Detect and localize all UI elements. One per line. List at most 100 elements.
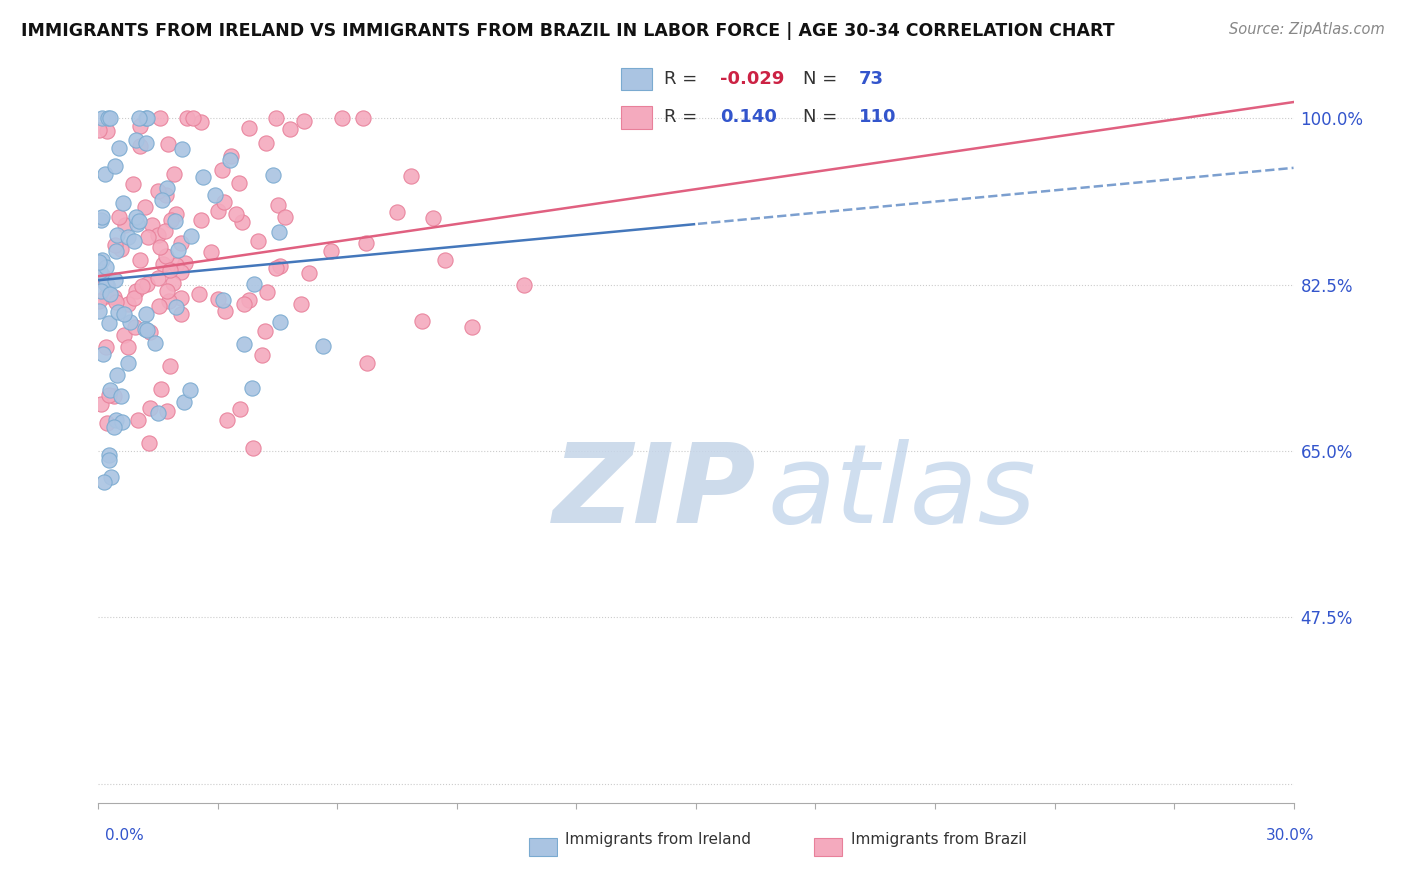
- Point: [97, 448, 120, 462]
- Point: [96, 340, 118, 354]
- Point: [105, 368, 128, 382]
- Point: [96, 278, 118, 293]
- Point: [207, 204, 229, 219]
- Point: [135, 307, 157, 321]
- Text: -0.029: -0.029: [720, 70, 785, 87]
- Point: [215, 412, 238, 426]
- Point: [135, 322, 157, 336]
- Text: N =: N =: [803, 70, 844, 87]
- Point: [125, 284, 148, 298]
- Point: [399, 169, 422, 184]
- Point: [269, 259, 291, 273]
- Point: [149, 382, 172, 396]
- Point: [356, 355, 378, 369]
- Point: [513, 278, 536, 293]
- Point: [90, 112, 112, 126]
- Point: [98, 112, 121, 126]
- Point: [124, 320, 146, 334]
- Point: [96, 124, 118, 138]
- Text: 0.140: 0.140: [720, 109, 776, 127]
- Point: [170, 265, 193, 279]
- Point: [104, 237, 127, 252]
- Point: [136, 112, 159, 126]
- Point: [159, 263, 181, 277]
- Point: [190, 114, 212, 128]
- Point: [105, 413, 128, 427]
- Point: [105, 228, 128, 243]
- Point: [152, 257, 174, 271]
- Point: [165, 207, 187, 221]
- Point: [461, 319, 484, 334]
- Point: [128, 119, 150, 133]
- Point: [354, 236, 377, 251]
- Point: [117, 230, 139, 244]
- Text: R =: R =: [664, 109, 703, 127]
- FancyBboxPatch shape: [621, 68, 652, 90]
- Point: [91, 347, 114, 361]
- Point: [90, 397, 112, 411]
- Text: 110: 110: [859, 109, 897, 127]
- Point: [156, 137, 179, 152]
- Point: [96, 277, 118, 291]
- Point: [267, 198, 290, 212]
- Point: [155, 188, 177, 202]
- Point: [232, 297, 254, 311]
- Point: [89, 122, 111, 136]
- Point: [170, 292, 193, 306]
- Point: [153, 224, 176, 238]
- Point: [163, 167, 186, 181]
- Point: [110, 243, 132, 257]
- Point: [90, 252, 112, 267]
- Point: [173, 256, 195, 270]
- Text: N =: N =: [803, 109, 844, 127]
- Point: [165, 300, 187, 314]
- Point: [128, 253, 150, 268]
- Point: [148, 185, 170, 199]
- Point: [100, 470, 122, 484]
- Point: [292, 114, 315, 128]
- Point: [124, 291, 146, 305]
- Point: [190, 213, 212, 227]
- Text: Source: ZipAtlas.com: Source: ZipAtlas.com: [1229, 22, 1385, 37]
- Point: [136, 277, 159, 291]
- Point: [105, 244, 128, 259]
- Point: [242, 381, 264, 395]
- Point: [181, 112, 204, 126]
- Point: [93, 475, 115, 489]
- FancyBboxPatch shape: [814, 838, 842, 856]
- Point: [352, 112, 374, 126]
- Point: [112, 307, 135, 321]
- Point: [212, 194, 235, 209]
- Text: 30.0%: 30.0%: [1267, 828, 1315, 843]
- Point: [180, 229, 202, 244]
- Point: [134, 322, 156, 336]
- Point: [422, 211, 444, 225]
- Point: [148, 271, 170, 285]
- Point: [96, 278, 118, 293]
- Point: [135, 112, 157, 126]
- Point: [211, 162, 233, 177]
- Point: [122, 234, 145, 248]
- Point: [96, 260, 118, 274]
- Point: [94, 167, 117, 181]
- Point: [139, 325, 162, 339]
- Point: [264, 112, 287, 126]
- Point: [129, 138, 152, 153]
- Point: [170, 307, 193, 321]
- Text: ZIP: ZIP: [553, 439, 756, 546]
- Point: [136, 230, 159, 244]
- Point: [117, 297, 139, 311]
- Point: [254, 136, 277, 150]
- Point: [128, 112, 150, 126]
- Point: [114, 218, 136, 232]
- Point: [150, 193, 173, 207]
- Point: [207, 292, 229, 306]
- Point: [204, 188, 226, 202]
- Point: [172, 142, 194, 156]
- Point: [118, 315, 141, 329]
- Point: [107, 304, 129, 318]
- Point: [91, 210, 114, 224]
- Point: [89, 264, 111, 278]
- Point: [138, 436, 160, 450]
- Point: [148, 299, 170, 313]
